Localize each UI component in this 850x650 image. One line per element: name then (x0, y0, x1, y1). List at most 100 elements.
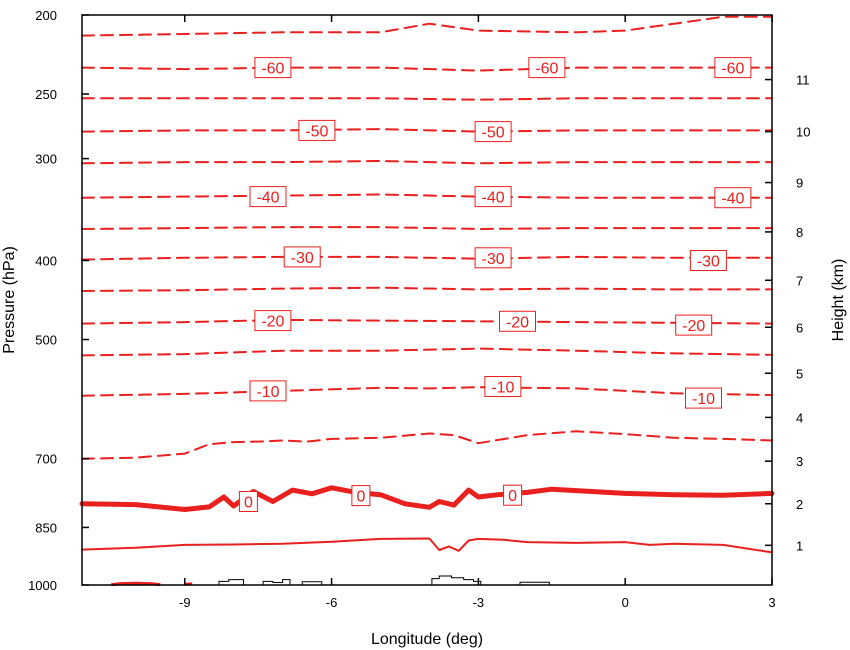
contour-label-box (254, 310, 292, 332)
contour-label-box (298, 119, 336, 141)
contour-label-box (249, 380, 287, 402)
contour-label-value: -30 (697, 254, 720, 271)
height-tick-label: 8 (796, 225, 803, 240)
contour-label: -40 (474, 186, 512, 208)
contour-label: -10 (249, 380, 287, 402)
contour-label-box (238, 491, 258, 512)
contour-label-value: -20 (261, 314, 284, 331)
contour-label-box (484, 376, 522, 397)
contour-line (79, 485, 775, 512)
contour-label-value: -60 (261, 61, 284, 78)
contour-label: -20 (254, 310, 292, 332)
pressure-tick-label: 1000 (28, 578, 57, 593)
contour-label-value: -40 (482, 190, 505, 207)
contour-label-value: -10 (692, 391, 715, 408)
contour-line (81, 537, 773, 554)
contour-label-box (675, 314, 713, 336)
contour-label-box (474, 121, 512, 143)
terrain-outline (218, 575, 550, 585)
contour-line (81, 386, 773, 397)
contour-label: -60 (528, 57, 566, 79)
pressure-tick-label: 250 (35, 87, 57, 102)
pressure-tick-label: 400 (35, 253, 57, 268)
contour-label-box (689, 250, 727, 271)
plot-frame (81, 14, 773, 586)
x-axis-ticks: -9 -6 -3 0 3 (179, 15, 776, 610)
contour-label: -40 (714, 187, 752, 209)
contour-label: 0 (238, 491, 258, 512)
contour-label-box (503, 484, 523, 506)
contour-line (81, 15, 773, 37)
contour-label-box (499, 310, 536, 332)
height-axis-ticks: 1 2 3 4 5 6 7 8 9 10 11 (765, 73, 810, 553)
terrain-segment (218, 579, 244, 585)
contour-line (81, 286, 773, 292)
contour-label-box (528, 57, 566, 79)
height-tick-label: 5 (796, 366, 803, 381)
pressure-tick-label: 700 (35, 452, 57, 467)
contour-label: -60 (254, 57, 292, 79)
contour-label: -30 (283, 246, 321, 268)
pressure-axis-title: Pressure (hPa) (1, 246, 18, 354)
contour-label: 0 (503, 484, 523, 506)
contour-label-value: -30 (291, 250, 314, 267)
contour-label-value: -20 (682, 318, 705, 335)
contour-label-box (254, 57, 292, 79)
contour-line (81, 66, 773, 72)
contour-label: -20 (499, 310, 536, 332)
contour-labels: -60 -60 -60 -50 -50 -40 -40 -40 -30 -30 -30 -20 -20 -… (238, 57, 752, 512)
contour-label-value: 0 (508, 488, 517, 505)
x-tick-label: 0 (622, 595, 629, 610)
x-tick-label: -6 (326, 595, 338, 610)
contour-line (81, 318, 773, 325)
height-tick-label: 4 (796, 410, 803, 425)
x-tick-label: -3 (473, 595, 485, 610)
contour-label-value: -20 (506, 314, 529, 331)
contour-line (81, 430, 773, 460)
contour-label-value: -60 (535, 61, 558, 78)
terrain-segment (431, 575, 482, 585)
height-tick-label: 11 (796, 73, 810, 88)
height-tick-label: 9 (796, 176, 803, 191)
contour-label-box (685, 387, 722, 409)
contour-label-box (474, 186, 512, 208)
contour-label: -10 (484, 376, 522, 397)
contour-lines (79, 15, 775, 587)
contour-label: -60 (714, 57, 752, 79)
terrain-segment (301, 581, 323, 585)
x-tick-label: -9 (179, 595, 191, 610)
contour-label: -50 (474, 121, 512, 143)
contour-label-value: -10 (256, 384, 279, 401)
pressure-tick-label: 300 (35, 152, 57, 167)
pressure-tick-label: 200 (35, 8, 57, 23)
near-surface-contour (111, 581, 161, 587)
contour-label: -20 (675, 314, 713, 336)
contour-line (81, 97, 773, 101)
contour-label-value: -40 (256, 190, 279, 207)
contour-label: -50 (298, 119, 336, 141)
contour-label-box (351, 485, 371, 507)
terrain-segment (262, 579, 291, 585)
contour-label: 0 (351, 485, 371, 507)
contour-line (81, 193, 773, 199)
contour-label: -40 (249, 186, 287, 208)
contour-label-box (283, 246, 321, 268)
height-axis-title: Height (km) (830, 259, 847, 342)
contour-line (81, 128, 773, 133)
contour-label-box (714, 57, 752, 79)
contour-label-box (714, 187, 752, 209)
height-tick-label: 2 (796, 497, 803, 512)
x-axis-title: Longitude (deg) (371, 631, 483, 648)
contour-label-value: -30 (482, 251, 505, 268)
height-tick-label: 6 (796, 320, 803, 335)
pressure-tick-label: 850 (35, 520, 57, 535)
contour-label-value: 0 (356, 489, 365, 506)
contour-label-value: -50 (305, 123, 328, 140)
height-tick-label: 3 (796, 454, 803, 469)
height-tick-label: 10 (796, 125, 810, 140)
contour-label: -30 (689, 250, 727, 271)
contour-label-value: -50 (482, 125, 505, 142)
height-tick-label: 7 (796, 273, 803, 288)
height-tick-label: 1 (796, 538, 803, 553)
